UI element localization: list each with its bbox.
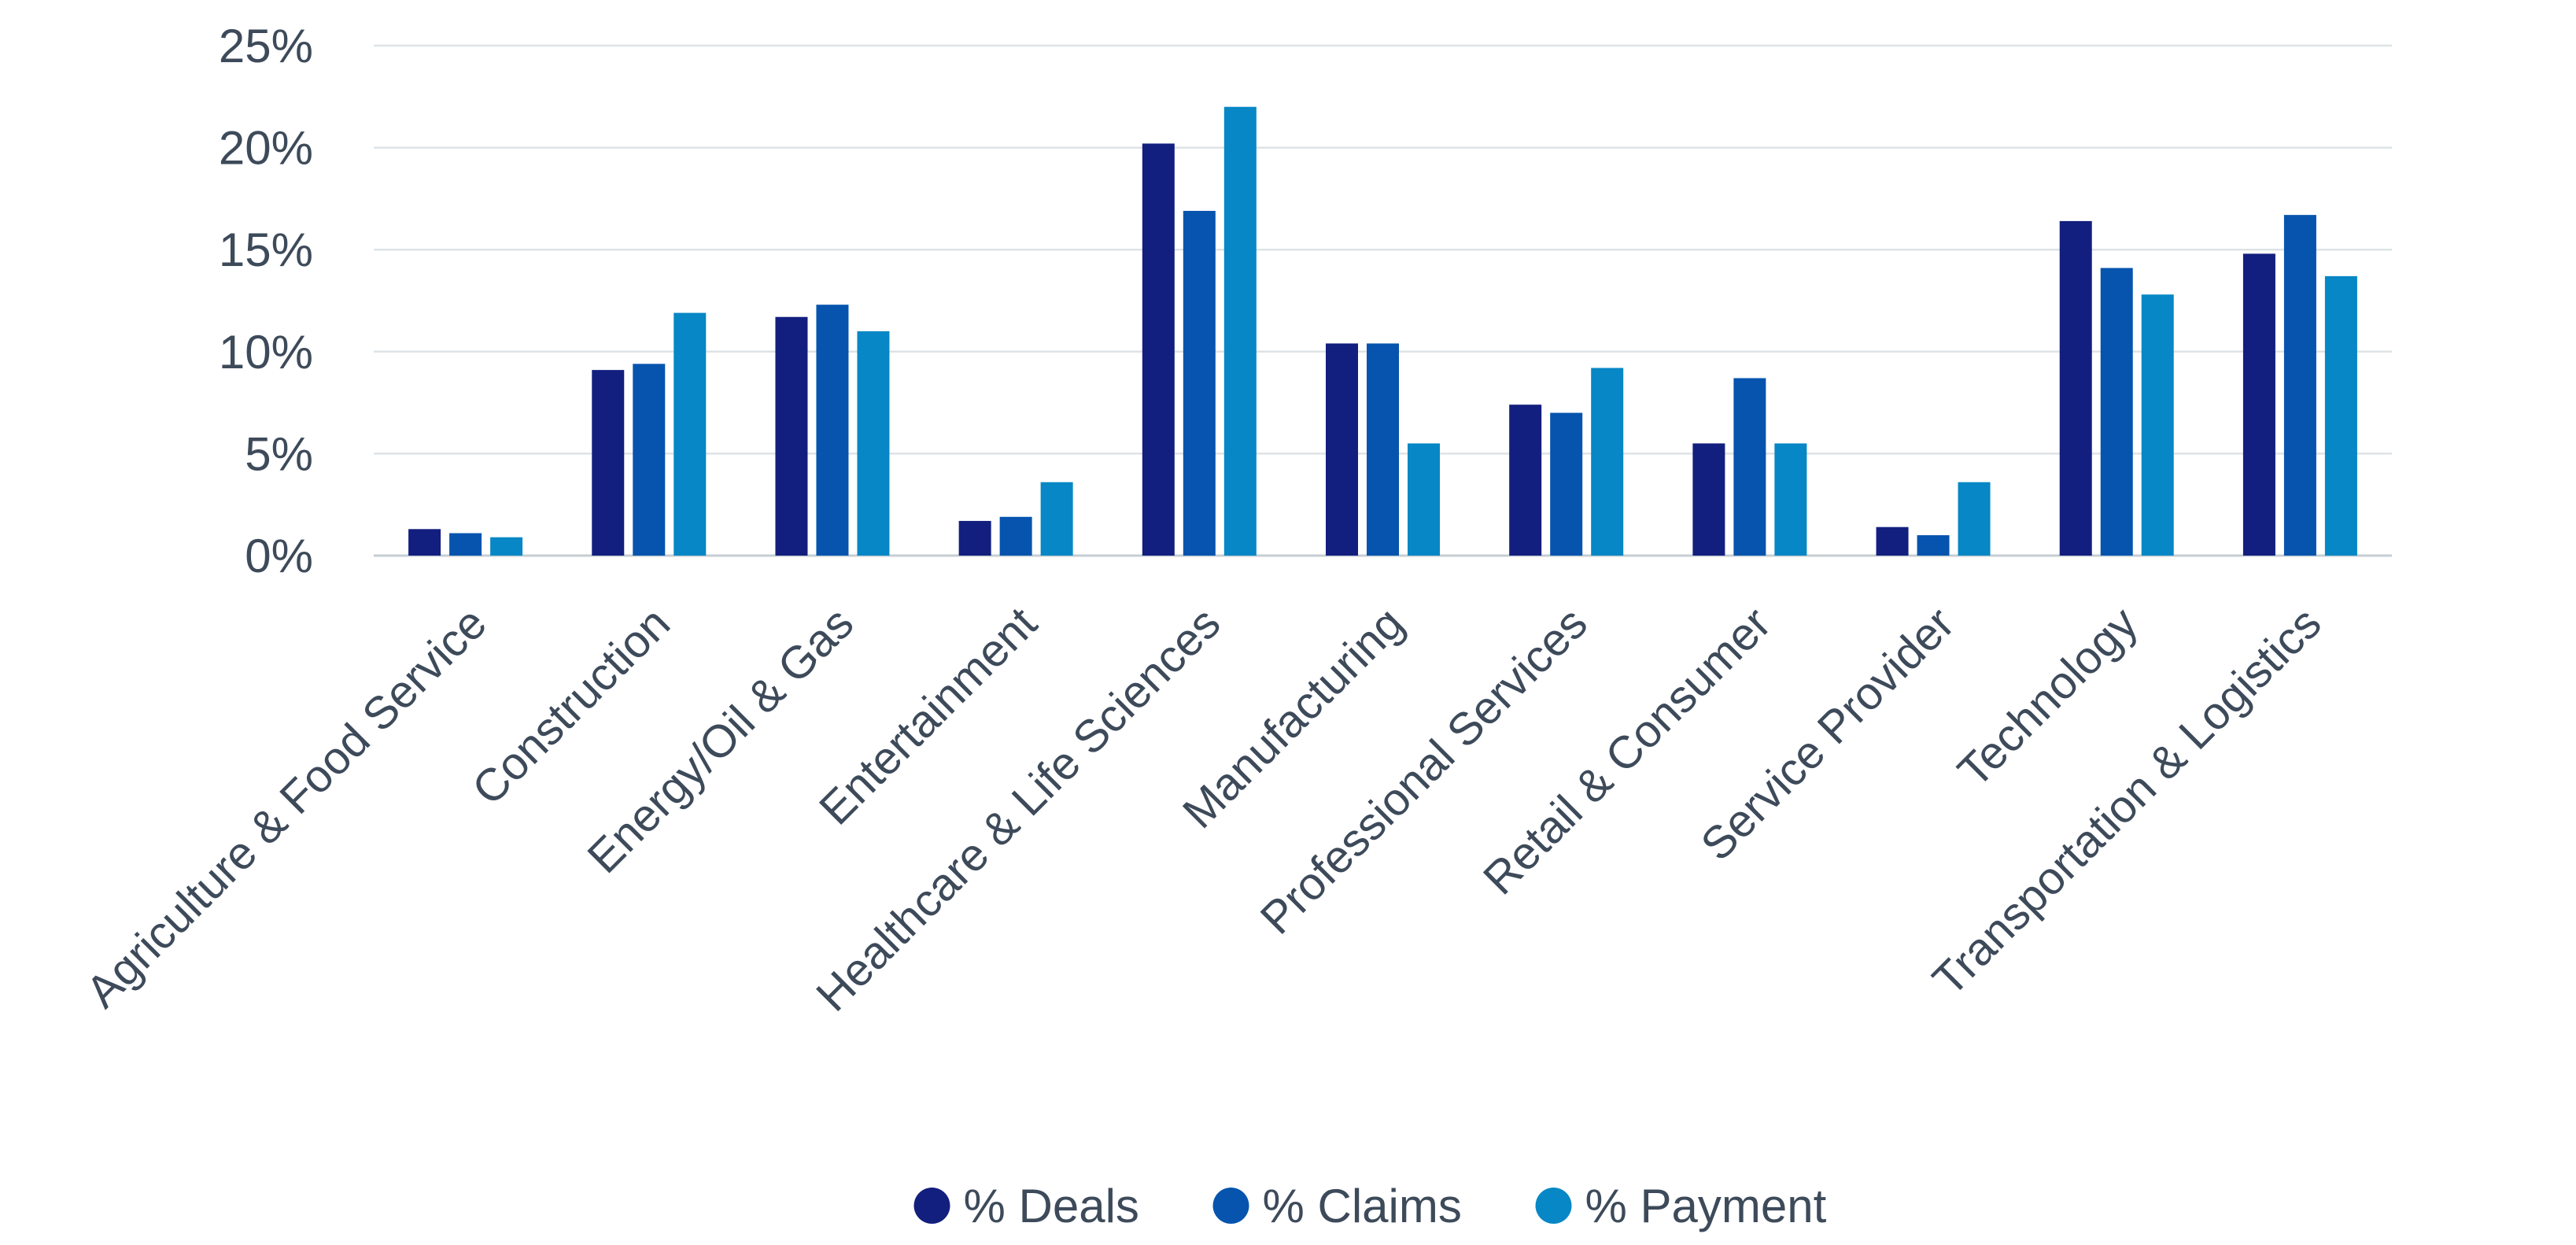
bar (1876, 526, 1909, 556)
bar (958, 520, 991, 556)
y-tick-label: 0% (245, 530, 313, 582)
bar (2283, 215, 2316, 556)
bar (1223, 106, 1257, 556)
bar (408, 529, 441, 556)
category-label: Transportation & Logistics (1923, 597, 2331, 1006)
y-tick-label: 5% (245, 427, 313, 480)
bar (2059, 220, 2092, 556)
legend-label: % Deals (964, 1180, 1139, 1232)
category-label: Professional Services (1251, 597, 1597, 944)
bar (2324, 275, 2357, 556)
bar (2100, 268, 2133, 556)
y-tick-label: 25% (219, 20, 313, 72)
bar (816, 305, 849, 556)
bar (1367, 343, 1399, 556)
legend-label: % Payment (1585, 1180, 1827, 1232)
bar (857, 331, 890, 556)
y-axis-tick-labels: 0% 5% 10% 15% 20% 25% (219, 20, 313, 582)
legend-swatch (1535, 1188, 1572, 1224)
bar (775, 316, 808, 556)
legend-item: % Deals (913, 1180, 1139, 1232)
y-tick-label: 20% (219, 122, 313, 175)
bar (633, 364, 666, 556)
bar (1591, 368, 1624, 556)
legend-swatch (1212, 1188, 1249, 1224)
bar (2141, 294, 2174, 556)
y-tick-label: 10% (219, 326, 313, 379)
bar (1917, 535, 1950, 556)
bar (999, 516, 1032, 556)
legend-item: % Payment (1535, 1180, 1827, 1232)
bar (1774, 443, 1807, 556)
legend-label: % Claims (1263, 1180, 1462, 1232)
bar (490, 537, 523, 556)
bar (1958, 482, 1991, 556)
category-labels: Agriculture & Food ServiceConstructionEn… (76, 597, 2331, 1021)
bar (592, 370, 625, 556)
bar (1142, 143, 1175, 556)
y-tick-label: 15% (219, 224, 313, 276)
bar (674, 312, 707, 556)
bar (1550, 412, 1583, 556)
legend-item: % Claims (1212, 1180, 1462, 1232)
legend-swatch (913, 1188, 950, 1224)
bar (1408, 443, 1440, 556)
bar (2242, 253, 2275, 556)
bar (1183, 210, 1216, 556)
bar (449, 533, 482, 556)
bar (1040, 482, 1073, 556)
legend: % Deals % Claims % Payment (913, 1180, 1827, 1232)
category-label: Technology (1948, 597, 2147, 796)
bar (1326, 343, 1358, 556)
bars (408, 106, 2357, 556)
bar (1733, 378, 1766, 556)
bar (1692, 443, 1725, 556)
bar (1509, 405, 1542, 556)
category-label: Agriculture & Food Service (76, 597, 496, 1018)
